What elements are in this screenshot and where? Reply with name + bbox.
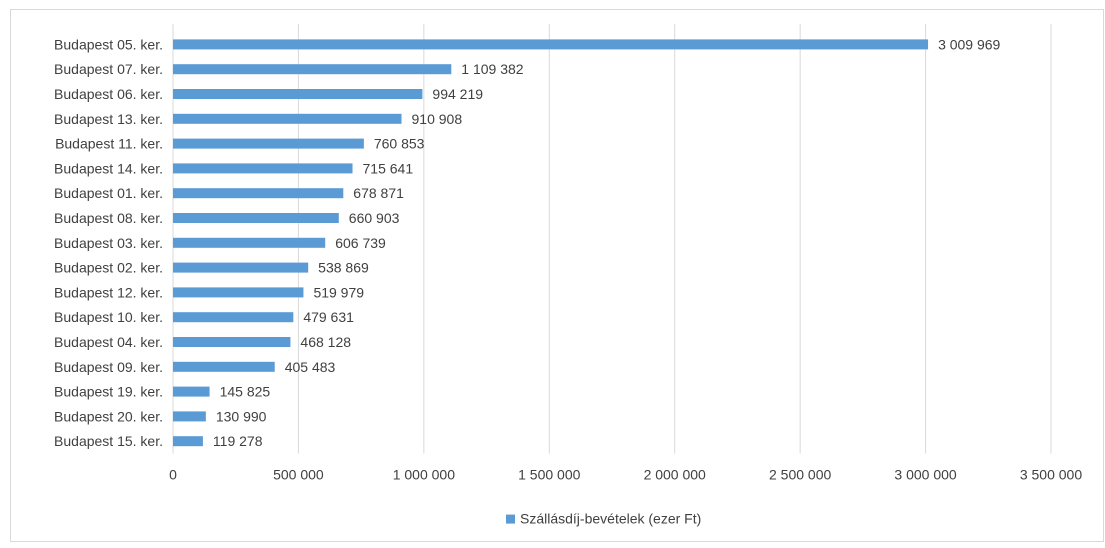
- x-tick-label: 2 500 000: [769, 467, 831, 483]
- data-label: 130 990: [216, 408, 267, 424]
- bar: [173, 188, 344, 199]
- category-label: Budapest 01. ker.: [54, 185, 163, 201]
- category-label: Budapest 12. ker.: [54, 284, 163, 300]
- legend: Szállásdíj-bevételek (ezer Ft): [506, 511, 701, 527]
- x-axis-tick-labels: 0 500 000 1 000 000 1 500 000 2 000 000 2 500…: [169, 467, 1082, 483]
- category-label: Budapest 03. ker.: [54, 235, 163, 251]
- x-tick-label: 500 000: [273, 467, 324, 483]
- bar: [173, 237, 326, 248]
- data-label: 119 278: [213, 433, 263, 449]
- x-tick-label: 3 000 000: [894, 467, 956, 483]
- category-label: Budapest 09. ker.: [54, 359, 163, 375]
- category-labels: Budapest 05. ker. Budapest 07. ker. Budape…: [54, 36, 163, 449]
- data-labels: 3 009 969 1 109 382 994 219 910 908 760 853 7…: [213, 36, 1001, 449]
- bar: [173, 113, 402, 124]
- data-label: 3 009 969: [938, 36, 1000, 52]
- chart-frame: Budapest 05. ker. Budapest 07. ker. Budape…: [10, 9, 1104, 542]
- bar: [173, 312, 294, 323]
- bar: [173, 138, 364, 149]
- category-label: Budapest 13. ker.: [54, 111, 163, 127]
- x-tick-label: 1 000 000: [393, 467, 455, 483]
- data-label: 538 869: [318, 260, 369, 276]
- data-label: 760 853: [374, 136, 425, 152]
- category-label: Budapest 20. ker.: [54, 408, 163, 424]
- category-label: Budapest 10. ker.: [54, 309, 163, 325]
- category-label: Budapest 06. ker.: [54, 86, 163, 102]
- category-label: Budapest 07. ker.: [54, 61, 163, 77]
- data-label: 1 109 382: [461, 61, 523, 77]
- legend-swatch: [506, 514, 515, 524]
- bar: [173, 361, 275, 372]
- data-label: 468 128: [300, 334, 351, 350]
- category-label: Budapest 05. ker.: [54, 36, 163, 52]
- x-tick-label: 1 500 000: [518, 467, 580, 483]
- x-tick-label: 2 000 000: [644, 467, 706, 483]
- category-label: Budapest 19. ker.: [54, 384, 163, 400]
- category-label: Budapest 08. ker.: [54, 210, 163, 226]
- bar: [173, 163, 353, 174]
- bar: [173, 64, 452, 75]
- bar: [173, 436, 203, 447]
- category-label: Budapest 11. ker.: [55, 136, 163, 152]
- category-label: Budapest 02. ker.: [54, 260, 163, 276]
- data-label: 910 908: [412, 111, 463, 127]
- data-label: 519 979: [313, 284, 364, 300]
- data-label: 994 219: [432, 86, 483, 102]
- data-label: 715 641: [363, 160, 414, 176]
- bar: [173, 213, 339, 223]
- bar: [173, 337, 291, 347]
- bar: [173, 386, 210, 397]
- bar: [173, 39, 929, 50]
- data-label: 606 739: [335, 235, 386, 251]
- bar: [173, 287, 304, 298]
- data-label: 678 871: [353, 185, 404, 201]
- data-label: 145 825: [220, 384, 271, 400]
- category-label: Budapest 04. ker.: [54, 334, 163, 350]
- x-tick-label: 3 500 000: [1020, 467, 1082, 483]
- data-label: 660 903: [349, 210, 400, 226]
- category-label: Budapest 14. ker.: [54, 160, 163, 176]
- x-tick-label: 0: [169, 467, 177, 483]
- bars: [173, 39, 929, 447]
- data-label: 405 483: [285, 359, 336, 375]
- bar: [173, 262, 309, 273]
- bar: [173, 411, 206, 422]
- bar-chart: Budapest 05. ker. Budapest 07. ker. Budape…: [54, 24, 1082, 527]
- category-label: Budapest 15. ker.: [54, 433, 163, 449]
- bar: [173, 89, 423, 99]
- legend-label: Szállásdíj-bevételek (ezer Ft): [520, 511, 701, 527]
- data-label: 479 631: [303, 309, 354, 325]
